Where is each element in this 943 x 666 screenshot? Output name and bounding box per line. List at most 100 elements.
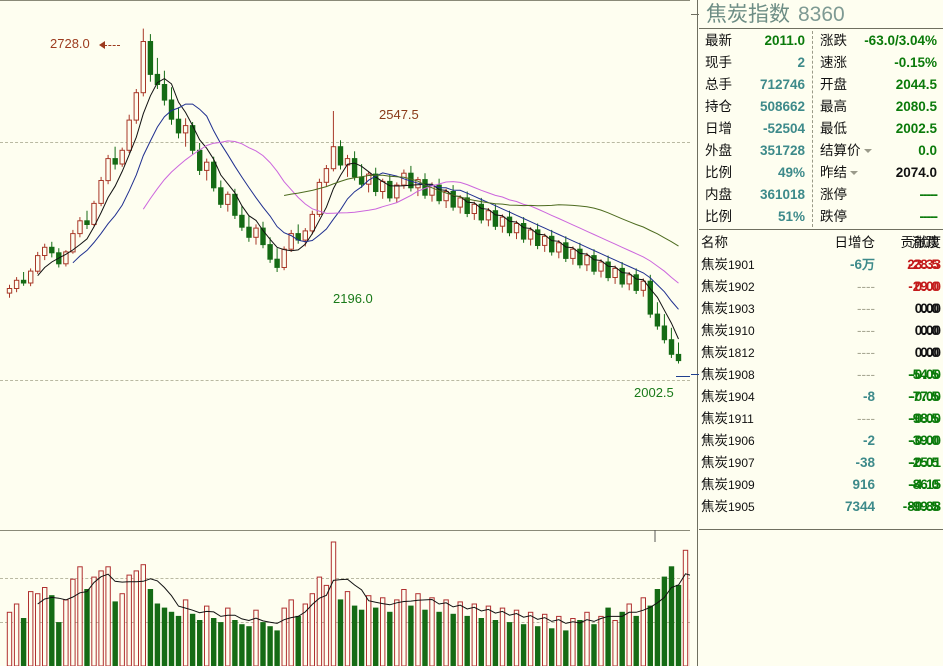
table-row[interactable]: 焦炭1904 -8 -77.5 -0.00 <box>699 386 943 408</box>
contribution: -0.00 <box>910 367 941 382</box>
price-change: -98.5 <box>908 411 939 426</box>
contract-table-header: 名称 日增仓 涨跌 贡献度 <box>699 232 943 254</box>
quote-label: 现手 <box>705 55 732 70</box>
contract-month: 1910 <box>728 324 755 338</box>
price-change: -54.5 <box>908 367 939 382</box>
daily-oi-change: -8 <box>862 389 875 404</box>
swing-high-label: 2728.0 <box>50 36 90 51</box>
high-arrow-line <box>104 45 120 46</box>
quote-label: 日增 <box>705 121 732 136</box>
daily-oi-change: ---- <box>857 323 875 338</box>
quote-column-divider <box>812 31 813 227</box>
contribution: -0.00 <box>910 433 941 448</box>
quote-sidebar: 焦炭指数 8360 最新 2011.0 涨跌 -63.0/3.04% 现手 2 速涨 -0.15… <box>690 0 943 666</box>
contract-month: 1904 <box>728 390 755 404</box>
quote-value: -0.15% <box>894 55 937 70</box>
unit-wan: 万 <box>861 257 875 272</box>
column-header[interactable]: 名称 <box>701 235 728 250</box>
price-change: -39.0 <box>908 433 939 448</box>
contribution: -80.88 <box>902 499 941 514</box>
contribution: -0.01 <box>910 455 941 470</box>
contract-month: 1908 <box>728 368 755 382</box>
quote-row: 最新 2011.0 涨跌 -63.0/3.04% <box>699 30 943 52</box>
column-header[interactable]: 涨跌 <box>912 235 939 250</box>
quote-label: 涨跌 <box>820 33 847 48</box>
contract-name: 焦炭1906 <box>701 433 755 448</box>
contract-name: 焦炭1911 <box>701 411 754 426</box>
contribution: 0.00 <box>914 345 941 360</box>
chevron-down-icon[interactable] <box>850 171 858 176</box>
price-change: 0.0 <box>920 323 939 338</box>
contract-month: 1907 <box>728 456 755 470</box>
quote-value: 2074.0 <box>895 165 937 180</box>
contribution: 0.00 <box>914 301 941 316</box>
table-row[interactable]: 焦炭1905 7344 -99.5 -80.88 <box>699 496 943 518</box>
quote-label: 外盘 <box>705 143 732 158</box>
daily-oi-change: ---- <box>857 301 875 316</box>
table-row[interactable]: 焦炭1906 -2 -39.0 -0.00 <box>699 430 943 452</box>
price-change: -99.5 <box>908 499 939 514</box>
contribution: -0.00 <box>910 389 941 404</box>
contract-table-bottom-border <box>699 529 943 530</box>
price-change: 0.0 <box>920 345 939 360</box>
quote-label: 开盘 <box>820 77 847 92</box>
quote-label: 跌停 <box>820 209 847 224</box>
contract-name: 焦炭1904 <box>701 389 755 404</box>
volume-chart-panel[interactable] <box>0 530 696 666</box>
chevron-down-icon[interactable] <box>863 149 872 154</box>
table-row[interactable]: 焦炭1901 -6万 -28.5 23.33 <box>699 254 943 276</box>
quote-label: 内盘 <box>705 187 732 202</box>
title-tick <box>691 14 699 15</box>
quote-label: 涨停 <box>820 187 847 202</box>
quote-value: -52504 <box>762 121 805 136</box>
contract-name: 焦炭1908 <box>701 367 755 382</box>
quote-value: 2080.5 <box>895 99 937 114</box>
daily-oi-change: -6万 <box>849 257 875 272</box>
contract-month: 1909 <box>728 478 755 492</box>
price-change: -29.0 <box>908 279 939 294</box>
instrument-code: 8360 <box>798 3 845 26</box>
price-chart-panel[interactable]: 2728.0 2547.5 2196.0 2002.5 <box>0 0 700 530</box>
contribution: 0.00 <box>914 279 941 294</box>
contract-name: 焦炭1910 <box>701 323 755 338</box>
table-row[interactable]: 焦炭1903 ---- 0.0 0.00 <box>699 298 943 320</box>
table-row[interactable]: 焦炭1812 ---- 0.0 0.00 <box>699 342 943 364</box>
quote-row: 持仓 508662 最高 2080.5 <box>699 96 943 118</box>
contract-table[interactable]: 名称 日增仓 涨跌 贡献度焦炭1901 -6万 -28.5 23.33 焦炭1902 ---- -… <box>699 232 943 518</box>
table-row[interactable]: 焦炭1908 ---- -54.5 -0.00 <box>699 364 943 386</box>
quote-value: ----- <box>919 187 938 202</box>
table-row[interactable]: 焦炭1902 ---- -29.0 0.00 <box>699 276 943 298</box>
contribution: -4.15 <box>910 477 941 492</box>
quote-label: 比例 <box>705 165 732 180</box>
contract-month: 1905 <box>728 500 755 514</box>
contract-month: 1902 <box>728 280 755 294</box>
quote-label: 结算价 <box>820 140 872 162</box>
quote-row: 外盘 351728 结算价 0.0 <box>699 140 943 162</box>
quote-label: 最新 <box>705 33 732 48</box>
contract-month: 1911 <box>728 412 754 426</box>
contract-name: 焦炭1812 <box>701 345 755 360</box>
price-gridline <box>0 380 690 381</box>
quote-value: 361018 <box>759 187 805 202</box>
contract-name: 焦炭1907 <box>701 455 755 470</box>
quote-value: -63.0/3.04% <box>864 33 937 48</box>
table-row[interactable]: 焦炭1909 916 -86.0 -4.15 <box>699 474 943 496</box>
last-price-label: 2002.5 <box>634 385 674 400</box>
quote-row: 比例 51% 跌停 ----- <box>699 206 943 228</box>
high-arrow-head <box>99 41 105 49</box>
chart-area[interactable]: 2728.0 2547.5 2196.0 2002.5 <box>0 0 700 666</box>
column-header[interactable]: 贡献度 <box>900 235 942 250</box>
quote-value: 351728 <box>759 143 805 158</box>
quote-row: 总手 712746 开盘 2044.5 <box>699 74 943 96</box>
table-row[interactable]: 焦炭1910 ---- 0.0 0.00 <box>699 320 943 342</box>
contract-month: 1903 <box>728 302 755 316</box>
quote-value: 0.0 <box>918 143 937 158</box>
daily-oi-change: ---- <box>857 367 875 382</box>
table-row[interactable]: 焦炭1907 -38 -25.5 -0.01 <box>699 452 943 474</box>
quote-table: 最新 2011.0 涨跌 -63.0/3.04% 现手 2 速涨 -0.15% 总手 712746… <box>699 28 943 230</box>
quote-value: 508662 <box>759 99 805 114</box>
table-row[interactable]: 焦炭1911 ---- -98.5 -0.00 <box>699 408 943 430</box>
contract-name: 焦炭1905 <box>701 499 755 514</box>
quote-label: 持仓 <box>705 99 732 114</box>
column-header[interactable]: 日增仓 <box>834 235 876 250</box>
